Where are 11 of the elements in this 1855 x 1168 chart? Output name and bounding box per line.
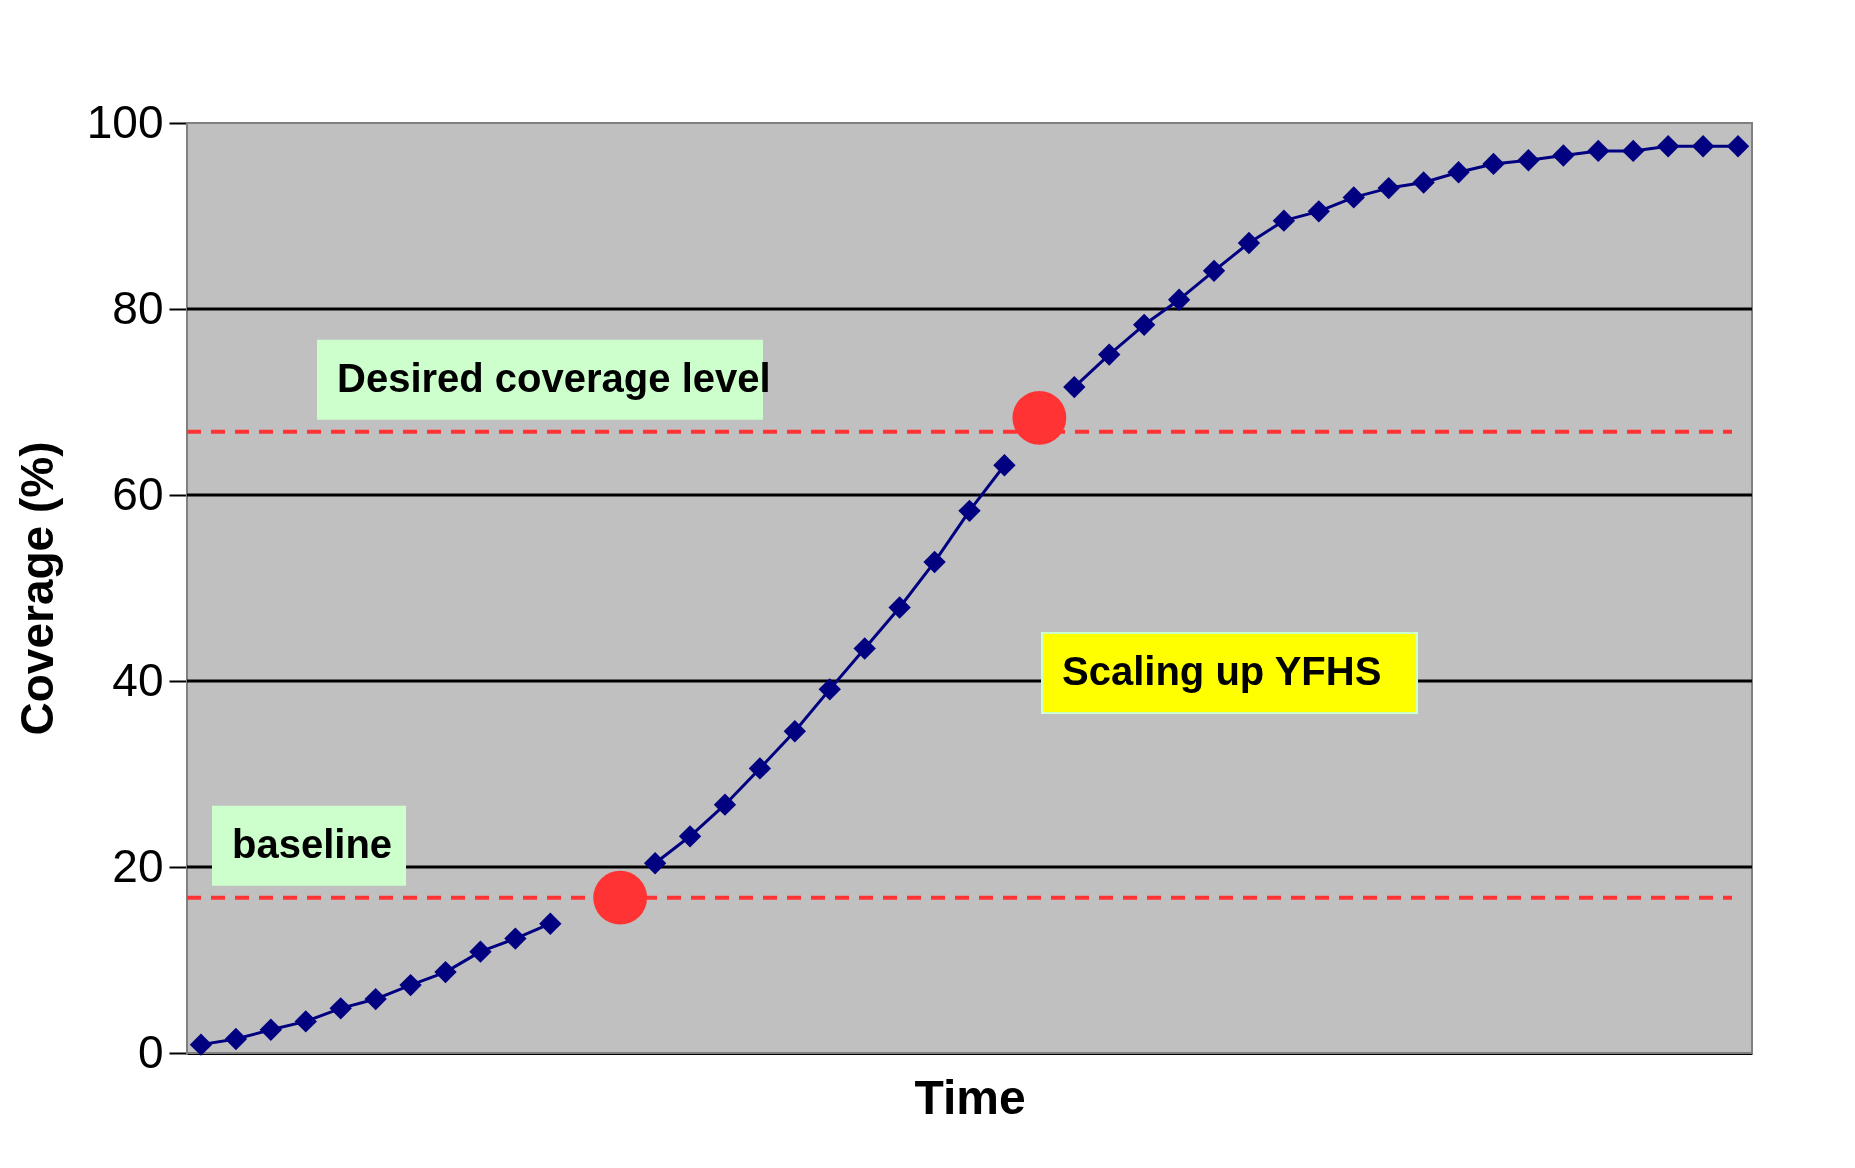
- y-tick-label: 0: [137, 1025, 164, 1078]
- annotation: Scaling up YFHS: [1062, 649, 1382, 693]
- ref-line-label: baseline: [232, 821, 393, 866]
- x-axis-title: Time: [914, 1070, 1026, 1124]
- y-tick-label: 80: [112, 281, 164, 334]
- ref-line-label: Desired coverage level: [337, 355, 771, 400]
- y-tick-label: 100: [86, 95, 164, 148]
- y-axis-title: Coverage (%): [10, 441, 63, 736]
- y-tick-label: 40: [112, 653, 164, 706]
- y-tick-label: 20: [112, 839, 164, 892]
- y-tick-label: 60: [112, 467, 164, 520]
